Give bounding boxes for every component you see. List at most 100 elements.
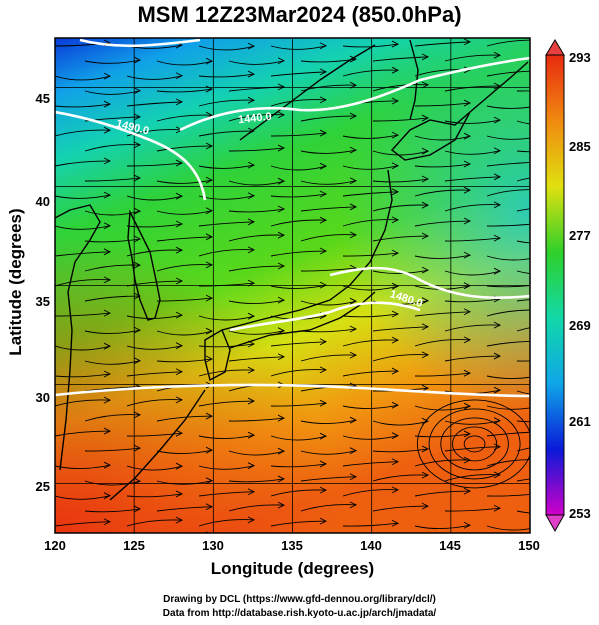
streamline-arrow — [421, 266, 430, 274]
streamline — [414, 311, 471, 317]
streamline — [300, 84, 357, 92]
streamline-arrow — [493, 267, 502, 275]
streamline-arrow — [319, 247, 328, 255]
streamline-arrow — [463, 217, 472, 225]
streamline-arrow — [319, 162, 328, 170]
streamline-arrow — [319, 338, 328, 346]
streamline-arrow — [205, 355, 214, 363]
streamline-arrow — [566, 294, 572, 300]
streamline-arrow — [566, 538, 572, 544]
colorbar-max-arrow — [545, 39, 565, 56]
streamline — [414, 372, 471, 377]
streamline — [342, 489, 399, 497]
streamline-arrow — [175, 220, 184, 228]
colorbar-tick-label: 269 — [569, 318, 591, 333]
streamline-arrow — [103, 492, 112, 500]
streamline-arrow — [536, 133, 542, 139]
streamline — [84, 177, 141, 182]
streamline-arrow — [103, 342, 112, 350]
streamline-arrow — [247, 218, 256, 226]
china-coast — [55, 204, 101, 471]
streamline-arrow — [103, 309, 112, 317]
streamline — [342, 165, 399, 170]
streamline — [228, 114, 285, 122]
streamline — [228, 504, 285, 512]
contour-warm — [55, 383, 530, 398]
streamline-arrow — [494, 538, 500, 544]
streamline — [516, 299, 530, 302]
streamline — [270, 132, 327, 137]
streamline-arrow — [349, 112, 358, 120]
streamline-arrow — [421, 445, 430, 453]
streamline — [270, 99, 327, 107]
streamline-arrow — [319, 486, 328, 494]
streamline-arrow — [319, 96, 328, 104]
streamline — [300, 419, 357, 424]
streamline — [486, 285, 530, 288]
streamline — [372, 505, 429, 512]
streamline — [270, 402, 327, 407]
streamline — [486, 309, 530, 317]
streamline-arrow — [349, 55, 358, 63]
streamline — [516, 360, 530, 362]
streamline-arrow — [349, 297, 358, 305]
x-axis: 120 125 130 135 140 145 150 — [44, 538, 540, 553]
streamline-arrow — [421, 81, 430, 89]
streamline-arrow — [391, 401, 400, 409]
streamline-arrow — [103, 126, 112, 134]
streamline — [198, 249, 255, 257]
streamline-arrow — [247, 192, 256, 200]
streamline-arrow — [493, 51, 502, 59]
streamline-arrow — [536, 429, 542, 435]
streamline — [516, 208, 530, 212]
streamline — [372, 474, 429, 482]
streamline-arrow — [319, 366, 328, 374]
streamline-arrow — [566, 388, 572, 394]
streamline-arrow — [205, 85, 214, 93]
streamline — [228, 330, 285, 335]
streamline — [126, 519, 183, 527]
streamline — [126, 465, 183, 471]
streamline-arrow — [277, 296, 286, 304]
streamline-arrow — [391, 249, 400, 257]
streamline — [270, 71, 327, 77]
streamline-arrow — [133, 261, 142, 269]
x-tick-label: 130 — [202, 538, 224, 553]
streamline-arrow — [319, 190, 328, 198]
streamline-arrow — [247, 516, 256, 524]
streamline-arrow — [277, 447, 286, 455]
streamline-arrow — [391, 162, 400, 170]
streamline — [126, 399, 183, 407]
streamline — [342, 252, 399, 257]
streamline — [55, 103, 111, 108]
streamline — [300, 328, 357, 333]
streamline — [516, 478, 530, 482]
streamline — [156, 330, 213, 336]
streamline — [486, 375, 530, 379]
streamline — [444, 420, 501, 425]
streamline-arrow — [247, 246, 256, 254]
streamline-arrow — [463, 430, 472, 438]
streamline — [486, 105, 530, 109]
streamline-arrow — [536, 338, 542, 344]
streamline-arrow — [277, 501, 286, 509]
streamline — [414, 254, 471, 259]
streamline-arrow — [463, 66, 472, 74]
plot-area: 1440.0 1490.0 1480.0 — [55, 38, 572, 544]
streamline-arrow — [319, 432, 328, 440]
streamline — [270, 193, 327, 198]
streamline — [372, 178, 429, 183]
streamline — [486, 39, 530, 47]
streamline — [444, 204, 501, 212]
streamline-arrow — [422, 537, 428, 543]
streamline-arrow — [463, 308, 472, 316]
streamline-arrow — [277, 177, 286, 185]
streamline — [198, 73, 255, 78]
streamline-arrow — [247, 312, 256, 320]
streamline — [228, 234, 285, 242]
streamline — [84, 360, 141, 365]
streamline — [342, 522, 399, 527]
streamline — [444, 474, 501, 482]
streamline-arrow — [103, 518, 112, 526]
streamline-arrow — [566, 203, 572, 209]
